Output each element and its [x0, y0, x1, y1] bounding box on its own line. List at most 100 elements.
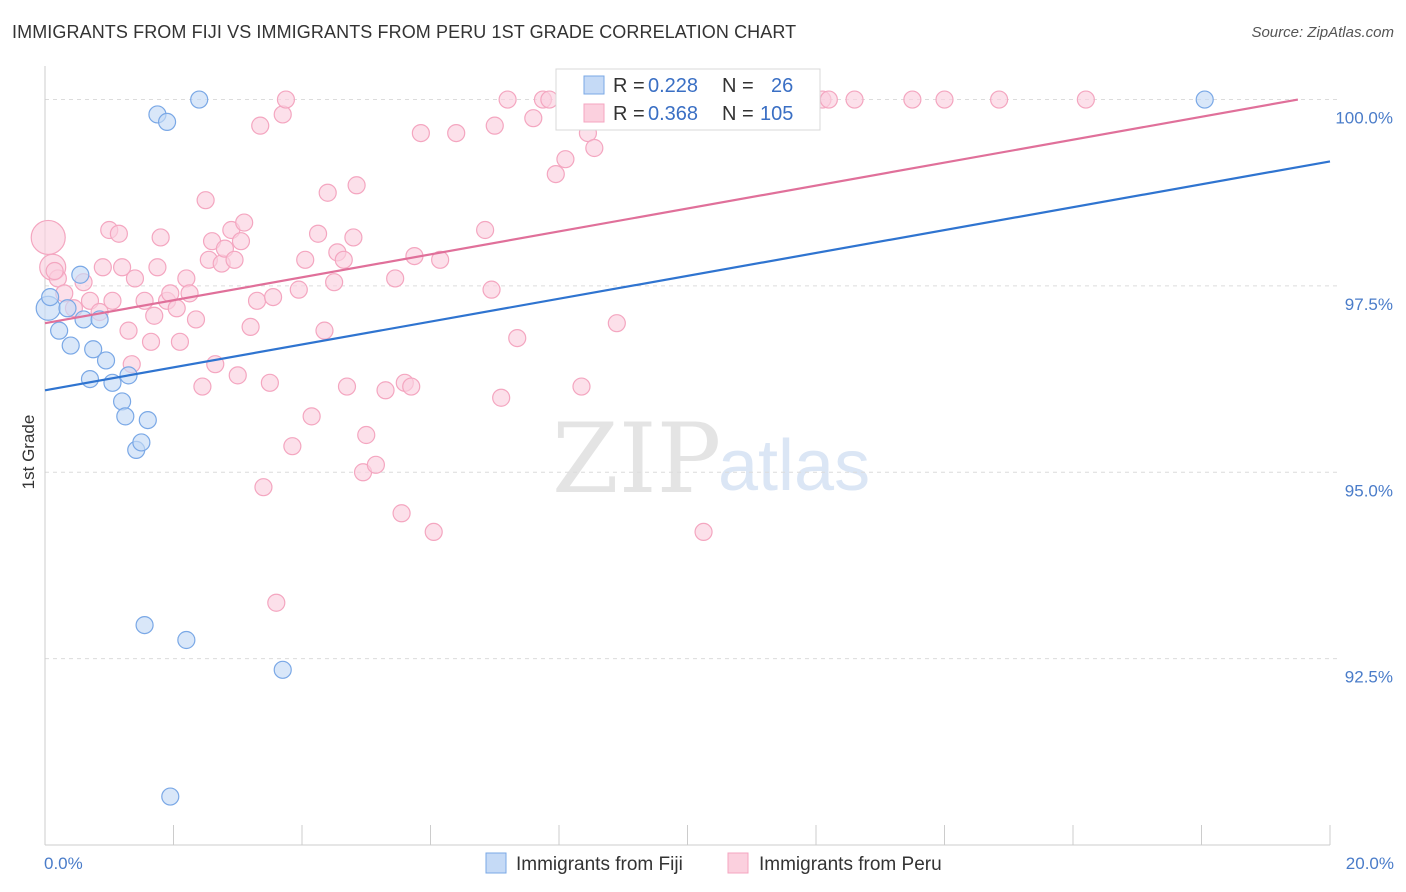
peru-point — [263, 287, 283, 307]
peru-point — [357, 425, 376, 445]
y-tick-label: 95.0% — [1345, 481, 1393, 500]
peru-point — [247, 291, 267, 310]
peru-point — [308, 224, 328, 243]
trend-line-peru — [44, 98, 1299, 325]
peru-point — [694, 522, 713, 542]
fiji-point — [74, 310, 93, 329]
peru-point — [476, 220, 495, 240]
fiji-point — [132, 433, 151, 452]
peru-point — [485, 116, 504, 135]
peru-point — [225, 250, 244, 269]
peru-point — [119, 321, 138, 340]
peru-point — [283, 437, 302, 456]
peru-point — [193, 377, 212, 396]
peru-point — [260, 373, 279, 392]
peru-point — [482, 280, 501, 299]
fiji-point — [177, 630, 196, 650]
peru-point — [556, 150, 575, 169]
legend-r-value-peru: 0.368 — [648, 103, 698, 125]
peru-point — [112, 258, 132, 277]
y-tick-label: 92.5% — [1345, 668, 1393, 687]
fiji-point — [58, 299, 77, 318]
x-tick-label-max: 20.0% — [1346, 854, 1394, 873]
peru-point — [819, 90, 838, 109]
peru-point — [990, 90, 1009, 109]
legend-swatch-fiji — [583, 75, 605, 95]
watermark-zip: ZIP — [552, 403, 721, 515]
fiji-point — [41, 287, 60, 307]
series-peru-points — [30, 90, 1095, 612]
peru-point — [386, 269, 405, 288]
fiji-point — [50, 321, 69, 340]
peru-point — [235, 213, 254, 232]
peru-point — [344, 228, 363, 247]
legend-n-label-fiji: N = — [722, 75, 754, 97]
peru-point — [392, 504, 411, 523]
fiji-point — [138, 410, 157, 430]
fiji-point — [190, 90, 209, 109]
peru-point — [148, 258, 167, 277]
peru-point — [273, 105, 292, 124]
peru-point — [347, 176, 366, 195]
peru-point — [366, 455, 385, 474]
peru-point — [492, 388, 511, 407]
peru-point — [170, 332, 190, 351]
peru-point — [103, 291, 122, 310]
stats-legend: R = 0.228 N = 26 R = 0.368 N = 105 — [555, 68, 821, 131]
fiji-point — [161, 787, 180, 806]
peru-point — [145, 306, 164, 325]
peru-point — [585, 138, 604, 158]
source-label: Source: ZipAtlas.com — [1251, 24, 1394, 41]
peru-point — [402, 377, 421, 396]
bottom-legend-swatch-peru — [727, 852, 749, 874]
peru-point — [251, 116, 270, 135]
peru-point — [607, 314, 626, 333]
peru-point — [276, 90, 296, 109]
y-tick-labels: 92.5% 95.0% 97.5% 100.0% — [1335, 109, 1393, 687]
peru-point — [109, 224, 128, 243]
fiji-point — [112, 392, 132, 411]
y-tick-label: 100.0% — [1335, 109, 1393, 128]
fiji-point — [1195, 90, 1214, 109]
series-fiji-points — [35, 90, 1214, 806]
peru-point — [508, 328, 527, 348]
legend-r-label-fiji: R = — [613, 75, 645, 97]
peru-point — [228, 366, 247, 385]
peru-point — [325, 273, 344, 292]
peru-point — [337, 377, 357, 396]
peru-point — [431, 250, 450, 269]
peru-point — [30, 219, 66, 256]
bottom-legend-label-fiji: Immigrants from Fiji — [516, 854, 683, 875]
chart-title: IMMIGRANTS FROM FIJI VS IMMIGRANTS FROM … — [12, 22, 797, 42]
peru-point — [196, 191, 215, 210]
y-axis-title: 1st Grade — [19, 415, 38, 490]
peru-point — [231, 232, 251, 251]
fiji-point — [96, 351, 116, 370]
axes — [44, 66, 1331, 846]
peru-point — [254, 478, 273, 497]
legend-n-value-fiji: 26 — [771, 75, 793, 97]
peru-point — [315, 321, 334, 340]
peru-point — [302, 407, 321, 426]
peru-point — [167, 299, 186, 318]
peru-point — [845, 90, 864, 109]
legend-swatch-peru — [583, 103, 605, 123]
peru-point — [296, 250, 315, 269]
peru-point — [141, 332, 161, 351]
legend-r-value-fiji: 0.228 — [648, 75, 698, 97]
peru-point — [447, 123, 466, 143]
fiji-point — [84, 340, 103, 359]
legend-n-value-peru: 105 — [760, 103, 793, 125]
peru-point — [45, 261, 64, 281]
y-tick-label: 97.5% — [1345, 295, 1393, 314]
bottom-legend: Immigrants from Fiji Immigrants from Per… — [485, 852, 942, 875]
trend-lines — [44, 98, 1331, 392]
fiji-point — [273, 660, 292, 679]
peru-point — [424, 522, 443, 542]
x-tick-label-min: 0.0% — [44, 854, 83, 873]
fiji-point — [135, 615, 154, 635]
peru-point — [524, 109, 543, 128]
peru-point — [93, 258, 112, 277]
bottom-legend-swatch-fiji — [485, 852, 507, 874]
